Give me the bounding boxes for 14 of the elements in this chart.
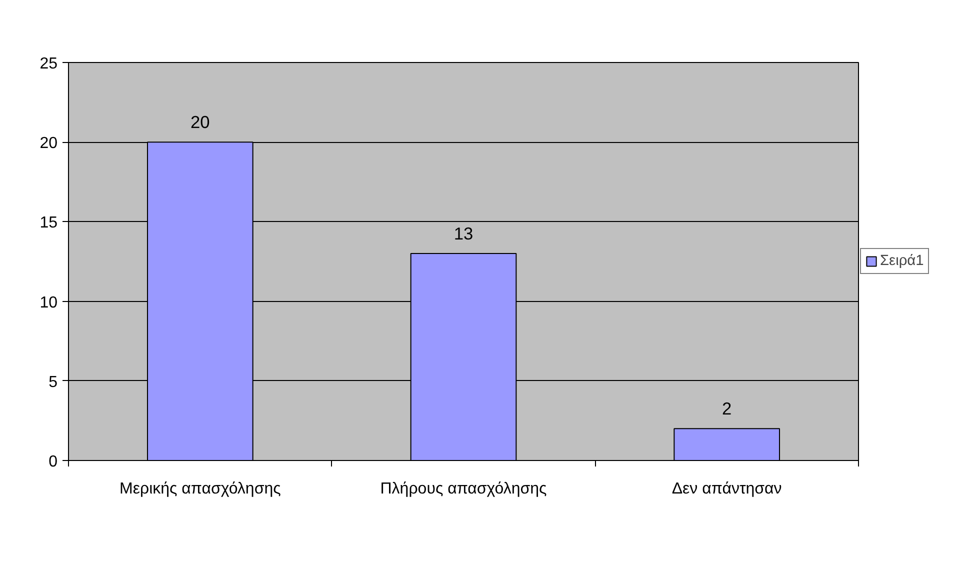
- x-tick-label: Μερικής απασχόλησης: [120, 480, 282, 498]
- y-tick-label: 15: [40, 214, 58, 232]
- bar: [674, 428, 780, 460]
- legend-label: Σειρά1: [880, 253, 924, 269]
- x-tick-label: Πλήρους απασχόλησης: [380, 480, 548, 498]
- y-tick-label: 5: [48, 374, 58, 391]
- data-label: 2: [722, 398, 732, 419]
- y-tick-label: 25: [40, 56, 58, 72]
- x-tick-label: Δεν απάντησαν: [672, 480, 782, 498]
- data-label: 13: [454, 224, 474, 244]
- y-tick-label: 20: [40, 135, 58, 152]
- data-label: 20: [190, 112, 210, 132]
- y-tick-label: 0: [48, 454, 58, 470]
- y-tick-label: 10: [40, 294, 58, 312]
